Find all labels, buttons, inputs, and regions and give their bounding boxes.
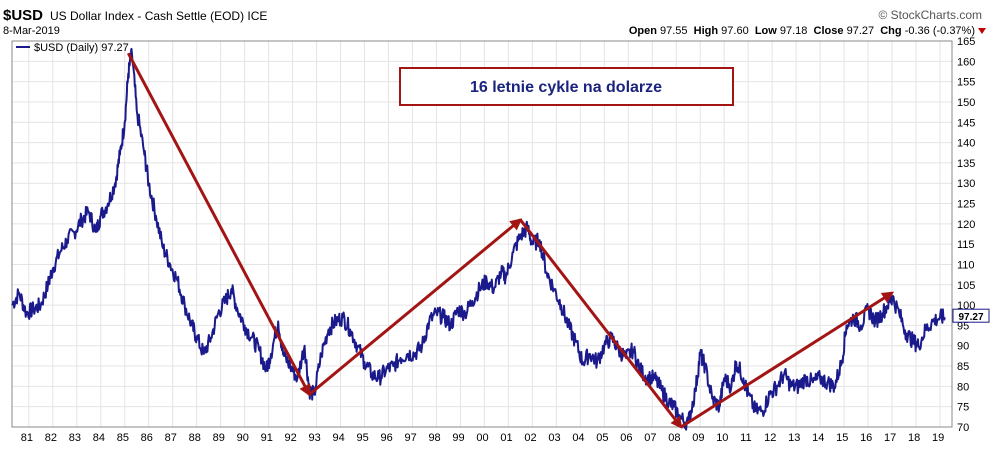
low-value: 97.18	[779, 25, 808, 37]
y-tick-label: 75	[957, 402, 969, 414]
x-tick-label: 84	[93, 432, 105, 444]
close-value: 97.27	[846, 25, 875, 37]
down-triangle-icon	[978, 28, 986, 35]
y-tick-label: 160	[957, 56, 975, 68]
y-tick-label: 105	[957, 280, 975, 292]
symbol: $USD	[3, 7, 44, 24]
x-tick-label: 93	[309, 432, 321, 444]
price-tag-text: 97.27	[958, 312, 983, 323]
x-tick-label: 19	[932, 432, 944, 444]
x-tick-label: 05	[596, 432, 608, 444]
x-tick-label: 92	[285, 432, 297, 444]
x-tick-label: 09	[692, 432, 704, 444]
chg-label: Chg	[880, 25, 902, 37]
x-tick-label: 88	[189, 432, 201, 444]
y-tick-label: 110	[957, 259, 975, 271]
y-tick-label: 90	[957, 341, 969, 353]
high-value: 97.60	[721, 25, 749, 37]
x-tick-label: 95	[357, 432, 369, 444]
annotation-text: 16 letnie cykle na dolarze	[470, 79, 662, 96]
y-tick-label: 80	[957, 381, 969, 393]
high-label: High	[693, 25, 719, 37]
x-axis: 81 82 83 84 85 86 87 88 89 90 91 92 93 94 95 96 97 98 99 00…	[21, 432, 944, 444]
y-tick-label: 125	[957, 199, 975, 211]
cycle-arrow	[680, 291, 895, 429]
y-tick-label: 70	[957, 422, 969, 434]
x-tick-label: 06	[620, 432, 632, 444]
x-tick-label: 08	[668, 432, 680, 444]
quote-bar: Open 97.55 High 97.60 Low 97.18 Close 97…	[629, 25, 986, 37]
x-tick-label: 94	[333, 432, 345, 444]
x-tick-label: 89	[213, 432, 225, 444]
y-tick-label: 120	[957, 219, 975, 231]
x-tick-label: 12	[764, 432, 776, 444]
low-label: Low	[754, 25, 777, 37]
x-tick-label: 16	[860, 432, 872, 444]
close-label: Close	[813, 25, 844, 37]
y-tick-label: 85	[957, 361, 969, 373]
x-tick-label: 02	[524, 432, 536, 444]
cycle-arrow	[519, 218, 683, 429]
y-tick-label: 140	[957, 138, 975, 150]
x-tick-label: 87	[165, 432, 177, 444]
price-tag-box	[952, 308, 990, 323]
x-tick-label: 99	[452, 432, 464, 444]
legend: $USD (Daily) 97.27	[16, 42, 129, 54]
x-tick-label: 01	[500, 432, 512, 444]
x-tick-label: 85	[117, 432, 129, 444]
cycle-arrow	[126, 52, 311, 397]
x-tick-label: 97	[404, 432, 416, 444]
y-tick-label: 95	[957, 320, 969, 332]
cycle-arrows	[126, 52, 895, 429]
instrument-title: US Dollar Index - Cash Settle (EOD)	[50, 9, 245, 23]
x-tick-label: 04	[572, 432, 584, 444]
chg-value: -0.36 (-0.37%)	[904, 25, 975, 37]
y-tick-label: 165	[957, 36, 975, 48]
x-tick-label: 00	[476, 432, 488, 444]
chart-header: $USD US Dollar Index - Cash Settle (EOD)…	[0, 0, 1000, 40]
open-value: 97.55	[660, 25, 688, 37]
x-tick-label: 86	[141, 432, 153, 444]
x-tick-label: 15	[836, 432, 848, 444]
x-tick-label: 18	[908, 432, 920, 444]
open-label: Open	[628, 25, 657, 37]
x-tick-label: 10	[716, 432, 728, 444]
y-tick-label: 155	[957, 77, 975, 89]
x-tick-label: 82	[45, 432, 57, 444]
plot-frame	[11, 40, 953, 428]
x-tick-label: 14	[812, 432, 824, 444]
x-tick-label: 17	[884, 432, 896, 444]
annotation-box: 16 letnie cykle na dolarze	[399, 67, 734, 106]
x-tick-label: 96	[380, 432, 392, 444]
x-tick-label: 90	[237, 432, 249, 444]
x-tick-label: 81	[21, 432, 33, 444]
x-tick-label: 11	[740, 432, 751, 444]
instrument-name: US Dollar Index - Cash Settle (EOD) ICE	[50, 9, 267, 23]
x-tick-label: 91	[261, 432, 273, 444]
x-tick-label: 98	[428, 432, 440, 444]
x-tick-label: 13	[788, 432, 800, 444]
y-tick-label: 150	[957, 97, 975, 109]
exchange: ICE	[247, 9, 268, 23]
y-axis: 7075808590951001051101151201251301351401…	[957, 36, 975, 434]
legend-label: $USD (Daily) 97.27	[34, 42, 129, 54]
x-tick-label: 03	[548, 432, 560, 444]
x-tick-label: 07	[644, 432, 656, 444]
brand-link[interactable]: © StockCharts.com	[878, 8, 982, 22]
series-layer	[11, 47, 946, 431]
series-line	[11, 47, 946, 431]
cycle-arrow	[308, 218, 523, 396]
x-tick-label: 83	[69, 432, 81, 444]
chart-date: 8-Mar-2019	[3, 25, 60, 37]
annotation-frame	[399, 67, 734, 106]
y-tick-label: 115	[957, 239, 975, 251]
y-tick-label: 135	[957, 158, 975, 170]
y-tick-label: 145	[957, 117, 975, 129]
y-tick-label: 130	[957, 178, 975, 190]
price-tag: 97.27	[952, 308, 990, 323]
